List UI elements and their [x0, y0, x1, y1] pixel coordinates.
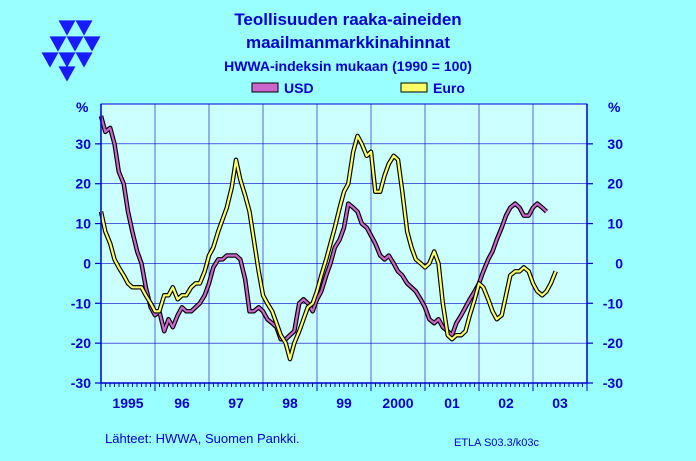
y-tick-label-left: 30 [75, 136, 91, 152]
logo-triangle [58, 20, 76, 36]
y-tick-label-left: -30 [71, 375, 91, 391]
x-tick-label: 1995 [112, 395, 143, 411]
x-tick-label: 96 [174, 395, 190, 411]
x-tick-label: 97 [228, 395, 244, 411]
series-line-euro [99, 134, 557, 361]
legend-swatch-euro [400, 82, 428, 93]
figure-code: ETLA S03.3/k03c [454, 437, 539, 449]
x-tick-label: 01 [444, 395, 460, 411]
y-tick-label-right: -10 [603, 295, 623, 311]
x-tick-label: 99 [336, 395, 352, 411]
x-tick-label: 2000 [382, 395, 413, 411]
legend: USD Euro [251, 80, 465, 96]
logo-triangle [83, 36, 101, 52]
logo-triangle [58, 52, 76, 68]
x-tick-labels: 1995 96 97 98 99 2000 01 02 03 [112, 395, 568, 411]
plot-area [100, 103, 588, 384]
etla-triangles-logo [41, 20, 101, 82]
chart-subtitle: HWWA-indeksin mukaan (1990 = 100) [224, 58, 472, 74]
sources-note: Lähteet: HWWA, Suomen Pankki. [105, 431, 300, 446]
y-tick-label-left: 0 [83, 255, 91, 271]
y-tick-label-right: 10 [607, 216, 623, 232]
y-axis-label-left: % [76, 99, 89, 115]
y-tick-label-right: 20 [607, 176, 623, 192]
y-tick-label-left: -10 [71, 295, 91, 311]
x-tick-label: 02 [498, 395, 514, 411]
chart-title: Teollisuuden raaka-aineiden [234, 10, 461, 29]
series-line-usd [99, 115, 548, 341]
legend-swatch-usd [251, 82, 279, 93]
y-axis-label-right: % [608, 99, 621, 115]
logo-triangle [41, 52, 59, 68]
y-tick-label-left: -20 [71, 335, 91, 351]
x-tick-label: 98 [282, 395, 298, 411]
y-tick-label-right: -20 [603, 335, 623, 351]
y-tick-label-right: 30 [607, 136, 623, 152]
y-tick-labels-left: 30 20 10 0 -10 -20 -30 [71, 136, 91, 391]
logo-triangle [75, 20, 93, 36]
series-layer [98, 115, 558, 362]
y-tick-label-left: 10 [75, 216, 91, 232]
y-tick-label-right: 0 [615, 255, 623, 271]
legend-label-euro: Euro [433, 80, 465, 96]
x-tick-label: 03 [552, 395, 568, 411]
axes [95, 104, 593, 391]
y-tick-labels-right: 30 20 10 0 -10 -20 -30 [603, 136, 623, 391]
legend-label-usd: USD [284, 80, 314, 96]
chart-title-line2: maailmanmarkkinahinnat [246, 33, 450, 52]
y-tick-label-right: -30 [603, 375, 623, 391]
y-tick-label-left: 20 [75, 176, 91, 192]
logo-triangle [66, 36, 84, 52]
logo-triangle [58, 66, 76, 82]
logo-triangle [75, 52, 93, 68]
logo-triangle [49, 36, 67, 52]
